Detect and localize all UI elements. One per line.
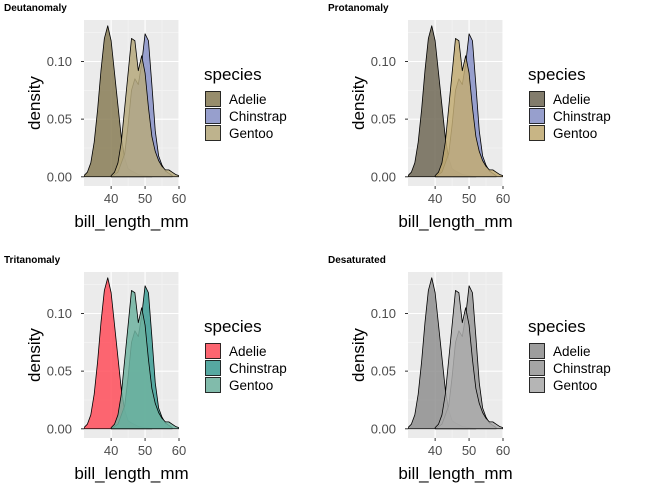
legend-swatch-chinstrap	[529, 108, 545, 124]
panel-title: Protanomaly	[328, 3, 389, 14]
legend-swatch-adelie	[205, 343, 221, 359]
x-tick-label: 60	[172, 191, 186, 206]
legend-label-gentoo: Gentoo	[229, 126, 273, 141]
density-areas	[84, 277, 179, 430]
legend: species Adelie Chinstrap Gentoo	[528, 317, 611, 393]
legend-title: species	[528, 317, 586, 336]
x-axis-title: bill_length_mm	[74, 212, 188, 231]
legend-label-gentoo: Gentoo	[553, 378, 597, 393]
legend-label-chinstrap: Chinstrap	[553, 361, 611, 376]
legend: species Adelie Chinstrap Gentoo	[204, 65, 287, 141]
y-tick-label: 0.05	[371, 112, 396, 127]
x-tick-label: 40	[428, 191, 442, 206]
density-areas	[408, 277, 503, 430]
legend-label-adelie: Adelie	[229, 92, 267, 107]
density-areas	[84, 25, 179, 178]
chart-panel-tritanomaly: Tritanomaly 0.00 0.05 0.10 40 50 60 bill_length…	[4, 255, 287, 483]
legend-label-adelie: Adelie	[553, 344, 591, 359]
y-axis-title: density	[25, 328, 44, 382]
y-tick-label: 0.00	[47, 169, 72, 184]
density-area-gentoo	[110, 290, 179, 430]
panel-title: Tritanomaly	[4, 255, 61, 266]
chart-panel-desaturated: Desaturated 0.00 0.05 0.10 40 50 60 bill_length…	[328, 255, 611, 483]
y-tick-label: 0.00	[371, 421, 396, 436]
x-axis-title: bill_length_mm	[74, 464, 188, 483]
x-tick-label: 60	[496, 443, 510, 458]
legend-label-adelie: Adelie	[553, 92, 591, 107]
x-axis-title: bill_length_mm	[398, 464, 512, 483]
legend-label-gentoo: Gentoo	[553, 126, 597, 141]
legend: species Adelie Chinstrap Gentoo	[528, 65, 611, 141]
legend-title: species	[204, 65, 262, 84]
y-tick-label: 0.00	[47, 421, 72, 436]
legend-label-chinstrap: Chinstrap	[229, 361, 287, 376]
legend: species Adelie Chinstrap Gentoo	[204, 317, 287, 393]
legend-swatch-adelie	[529, 343, 545, 359]
y-tick-label: 0.10	[371, 54, 396, 69]
density-area-gentoo	[110, 38, 179, 178]
x-tick-label: 40	[428, 443, 442, 458]
x-tick-label: 40	[104, 443, 118, 458]
x-tick-label: 50	[462, 443, 476, 458]
chart-panel-deutanomaly: Deutanomaly 0.00 0.05 0.10 40 50 60 bill_length…	[4, 3, 287, 231]
y-tick-label: 0.05	[47, 364, 72, 379]
legend-swatch-gentoo	[205, 377, 221, 393]
y-tick-label: 0.10	[47, 54, 72, 69]
panel-title: Deutanomaly	[4, 3, 67, 14]
y-tick-label: 0.05	[47, 112, 72, 127]
legend-swatch-adelie	[205, 91, 221, 107]
legend-label-adelie: Adelie	[229, 344, 267, 359]
legend-label-gentoo: Gentoo	[229, 378, 273, 393]
y-tick-label: 0.10	[47, 306, 72, 321]
legend-swatch-chinstrap	[205, 108, 221, 124]
x-tick-label: 40	[104, 191, 118, 206]
chart-panel-protanomaly: Protanomaly 0.00 0.05 0.10 40 50 60 bill_length…	[328, 3, 611, 231]
x-tick-label: 50	[462, 191, 476, 206]
y-tick-label: 0.10	[371, 306, 396, 321]
y-tick-label: 0.05	[371, 364, 396, 379]
legend-title: species	[204, 317, 262, 336]
legend-swatch-gentoo	[529, 125, 545, 141]
legend-label-chinstrap: Chinstrap	[553, 109, 611, 124]
legend-swatch-chinstrap	[205, 360, 221, 376]
x-tick-label: 50	[138, 191, 152, 206]
x-axis-title: bill_length_mm	[398, 212, 512, 231]
x-tick-label: 60	[172, 443, 186, 458]
y-axis-title: density	[349, 328, 368, 382]
x-tick-label: 50	[138, 443, 152, 458]
legend-swatch-chinstrap	[529, 360, 545, 376]
x-tick-label: 60	[496, 191, 510, 206]
legend-swatch-gentoo	[205, 125, 221, 141]
y-axis-title: density	[25, 76, 44, 130]
legend-label-chinstrap: Chinstrap	[229, 109, 287, 124]
y-tick-label: 0.00	[371, 169, 396, 184]
panel-title: Desaturated	[328, 255, 386, 266]
y-axis-title: density	[349, 76, 368, 130]
legend-title: species	[528, 65, 586, 84]
density-area-gentoo	[434, 38, 503, 178]
legend-swatch-adelie	[529, 91, 545, 107]
density-areas	[408, 25, 503, 178]
density-area-gentoo	[434, 290, 503, 430]
legend-swatch-gentoo	[529, 377, 545, 393]
